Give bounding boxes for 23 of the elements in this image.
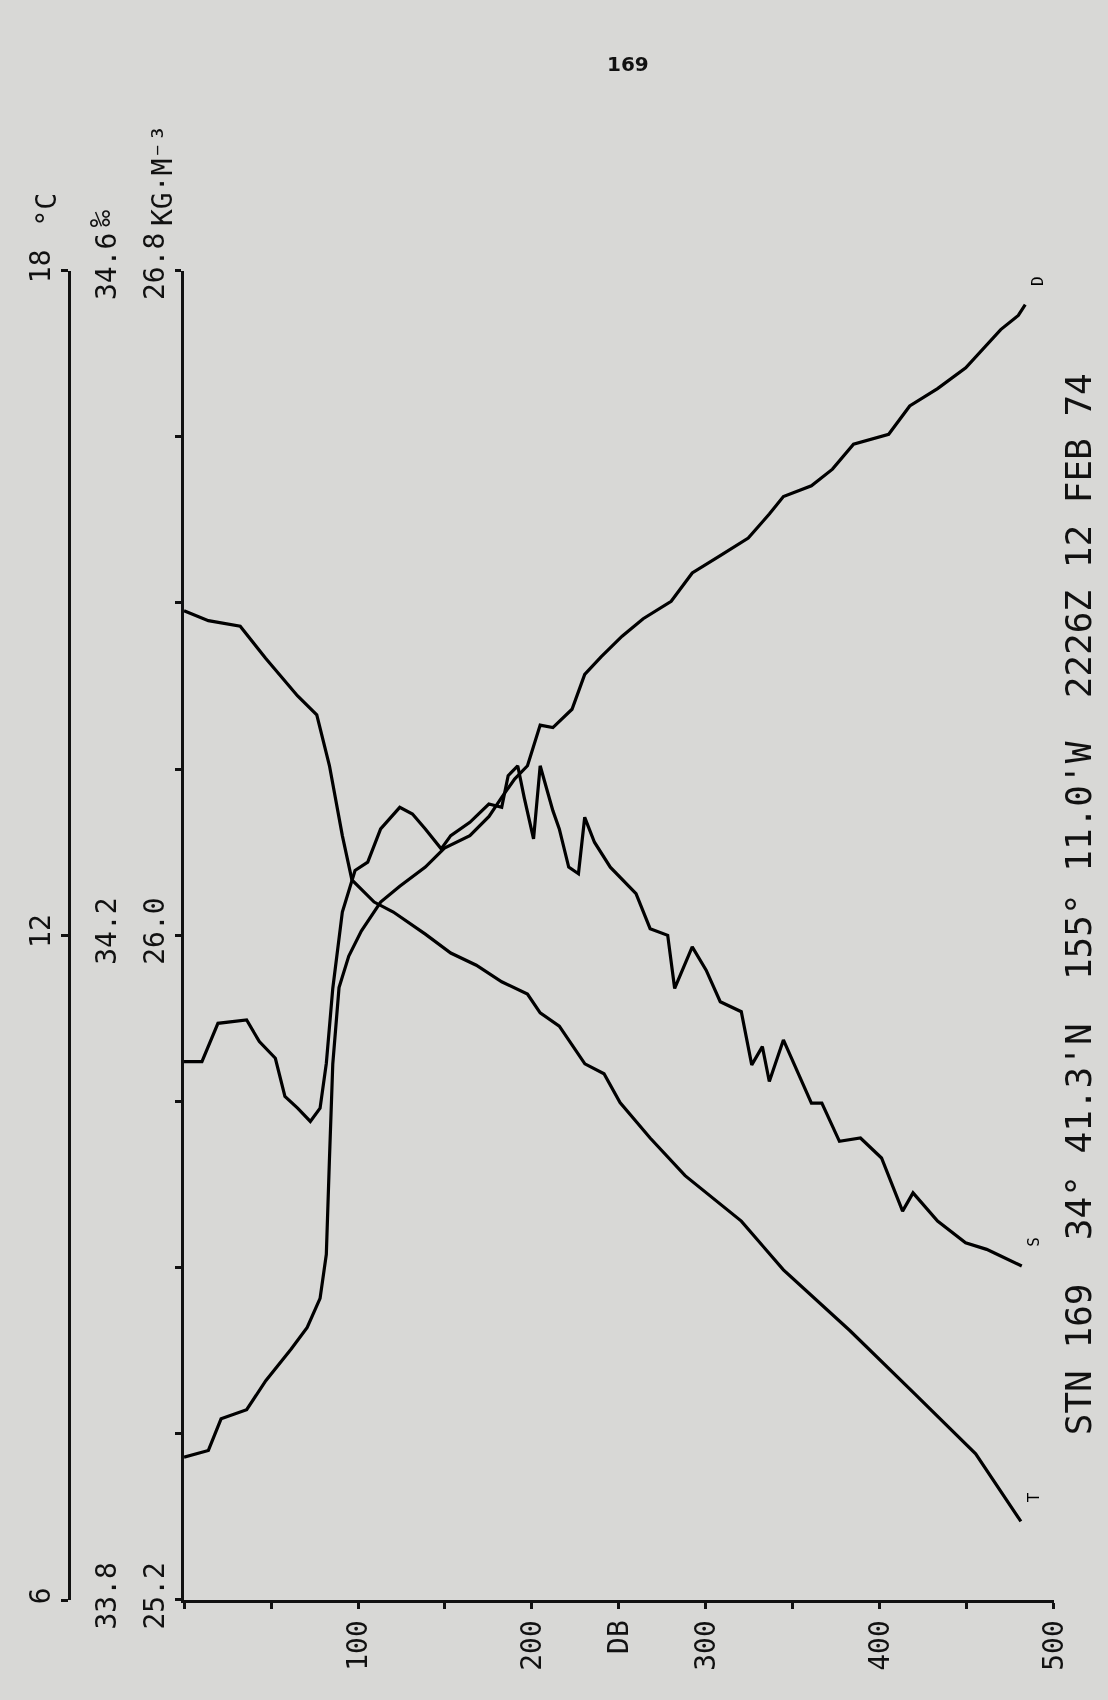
y3-axis-title: KG·M⁻³ <box>145 124 179 227</box>
x-tick-label: 200 <box>515 1620 549 1671</box>
x-tick-label: 100 <box>341 1620 375 1671</box>
text: 169 <box>607 52 649 76</box>
text: S <box>1023 1237 1043 1247</box>
text: T <box>1023 1492 1043 1503</box>
x-tick-label: 400 <box>863 1620 897 1671</box>
y2-tick-label: 33.8 <box>90 1562 124 1630</box>
y3-tick-label: 26.0 <box>137 897 171 965</box>
y-tick-label: 18 <box>23 249 57 284</box>
y2-tick-label: 34.6 <box>90 232 124 301</box>
text: STN 169 34° 41.3'N 155° 11.0'W 2226Z 12 FEB 74 <box>1057 373 1099 1436</box>
x-tick-label: 500 <box>1037 1620 1071 1671</box>
y2-tick-label: 34.2 <box>90 897 124 965</box>
y2-axis-title: ‰ <box>83 210 117 228</box>
y-tick-label: 12 <box>23 914 57 948</box>
text: D <box>1027 276 1047 286</box>
y-axis-title: °C <box>30 192 64 227</box>
x-tick-label: DB <box>602 1620 636 1654</box>
y3-tick-label: 25.2 <box>137 1562 171 1630</box>
x-tick-label: 300 <box>689 1620 723 1671</box>
y3-tick-label: 26.8 <box>137 232 171 301</box>
y-tick-label: 6 <box>23 1587 57 1605</box>
